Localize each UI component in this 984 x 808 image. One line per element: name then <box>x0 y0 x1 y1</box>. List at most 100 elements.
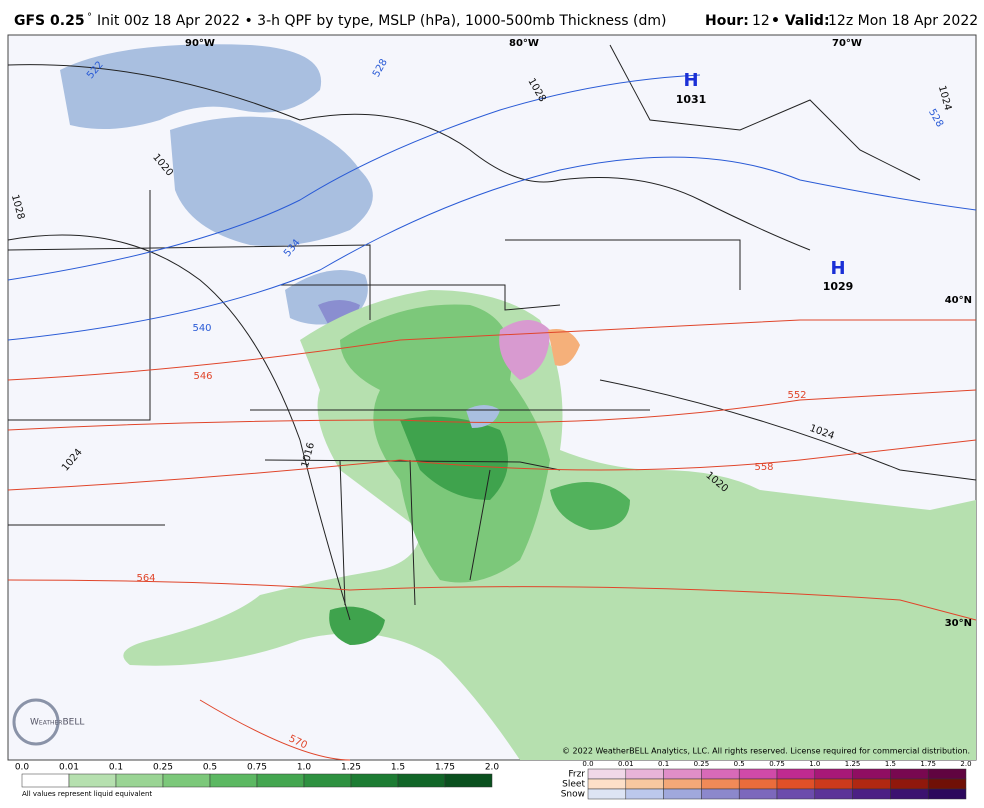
state-lines <box>7 44 921 606</box>
rain-swatch <box>162 773 211 788</box>
type-swatch <box>625 788 664 800</box>
thickness-line <box>7 579 977 621</box>
rain-tick-label: 0.01 <box>59 763 79 773</box>
type-tick-label: 0.25 <box>694 760 710 768</box>
snow-area <box>60 44 322 129</box>
rain-swatch <box>397 773 446 788</box>
lat-label: 40°N <box>945 295 972 306</box>
rain-tick-label: 1.25 <box>341 763 361 773</box>
thickness-label: 552 <box>787 390 806 401</box>
type-swatch <box>663 788 702 800</box>
rain-swatch <box>350 773 399 788</box>
valid-label: • Valid: <box>771 13 830 29</box>
thickness-line <box>7 389 977 431</box>
type-swatch <box>927 788 967 800</box>
type-tick-label: 0.0 <box>582 760 593 768</box>
type-tick-label: 1.5 <box>885 760 896 768</box>
rain-tick-label: 1.0 <box>297 763 312 773</box>
hour: 12 <box>752 13 770 29</box>
rain-heavy <box>550 482 630 530</box>
type-label: Sleet <box>562 780 585 790</box>
rain-tick-label: 1.5 <box>391 763 405 773</box>
rain-heavy <box>329 606 385 645</box>
rain-tick-label: 0.75 <box>247 763 267 773</box>
thickness-line <box>7 439 977 491</box>
rain-swatch <box>68 773 117 788</box>
type-swatch <box>852 768 891 780</box>
rain-swatch <box>256 773 305 788</box>
legend: All values represent liquid equivalent 0… <box>15 760 972 800</box>
legend-footnote: All values represent liquid equivalent <box>22 790 152 798</box>
rain-area <box>123 290 977 760</box>
frzr-area <box>499 320 550 380</box>
type-label: Frzr <box>568 770 585 780</box>
lon-label: 90°W <box>185 38 215 49</box>
type-tick-label: 0.01 <box>618 760 634 768</box>
type-tick-label: 0.1 <box>658 760 669 768</box>
hour-label: Hour: <box>705 13 749 29</box>
type-swatch <box>814 768 853 780</box>
type-tick-label: 1.0 <box>809 760 820 768</box>
copyright: © 2022 WeatherBELL Analytics, LLC. All r… <box>562 747 970 756</box>
type-swatch <box>738 788 778 800</box>
type-swatch <box>587 768 627 780</box>
type-swatch <box>776 768 816 780</box>
type-swatch <box>701 768 740 780</box>
thickness-label: 546 <box>193 371 212 382</box>
thickness-label: 540 <box>192 323 211 334</box>
logo: WeatherBELL <box>30 718 84 728</box>
high-pressure: 1031 <box>676 93 707 106</box>
type-swatch <box>587 788 627 800</box>
type-swatch <box>625 778 664 790</box>
thickness-line <box>7 156 977 341</box>
lat-label: 30°N <box>945 618 972 629</box>
type-swatch <box>927 778 967 790</box>
map: 90°W 80°W 70°W 40°N 30°N H 1031 H 1029 1… <box>7 34 977 761</box>
thickness-label: 564 <box>136 573 155 584</box>
type-label: Snow <box>561 790 585 800</box>
rain-tick-label: 0.25 <box>153 763 173 773</box>
subtitle: Init 00z 18 Apr 2022 • 3-h QPF by type, … <box>97 13 666 29</box>
thickness-line <box>7 319 976 381</box>
rain-swatch <box>209 773 258 788</box>
type-tick-label: 1.25 <box>845 760 861 768</box>
type-tick-label: 1.75 <box>920 760 936 768</box>
type-swatch <box>701 788 740 800</box>
type-swatch <box>927 768 967 780</box>
rain-swatch <box>303 773 352 788</box>
thickness-line <box>7 74 701 281</box>
rain-tick-label: 0.0 <box>15 763 30 773</box>
rain-swatch <box>115 773 164 788</box>
sleet-area <box>548 329 580 366</box>
type-swatch <box>776 788 816 800</box>
type-swatch <box>814 788 853 800</box>
isobar <box>7 64 811 251</box>
type-swatch <box>852 778 891 790</box>
type-swatch <box>852 788 891 800</box>
high-symbol: H <box>683 70 698 91</box>
type-swatch <box>738 778 778 790</box>
type-tick-label: 0.5 <box>734 760 745 768</box>
type-swatch <box>663 778 702 790</box>
lon-label: 80°W <box>509 38 539 49</box>
type-swatch <box>814 778 853 790</box>
rain-tick-label: 2.0 <box>485 763 500 773</box>
rain-swatch <box>21 773 70 788</box>
thickness-label: 558 <box>754 462 773 473</box>
type-swatch <box>663 768 702 780</box>
snow-area <box>170 116 373 247</box>
thickness-line <box>199 699 351 761</box>
high-pressure: 1029 <box>823 280 854 293</box>
type-swatch <box>890 788 929 800</box>
logo-globe <box>12 698 60 746</box>
type-tick-label: 2.0 <box>960 760 971 768</box>
rain-tick-label: 1.75 <box>435 763 455 773</box>
high-symbol: H <box>830 258 845 279</box>
valid: 12z Mon 18 Apr 2022 <box>828 13 978 29</box>
type-swatch <box>625 768 664 780</box>
rain-swatch <box>444 773 493 788</box>
type-swatch <box>890 768 929 780</box>
degree: ° <box>87 12 92 23</box>
type-swatch <box>738 768 778 780</box>
